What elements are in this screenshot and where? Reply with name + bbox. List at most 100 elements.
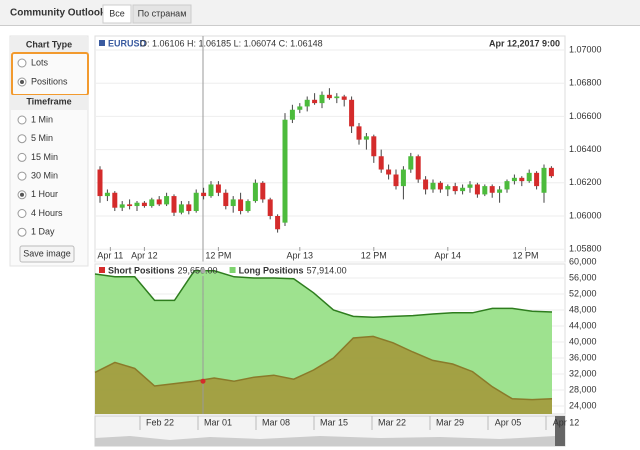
candle-body bbox=[534, 172, 540, 187]
navigator-label: Mar 22 bbox=[378, 417, 406, 427]
candle-body bbox=[497, 189, 503, 193]
candle-body bbox=[489, 186, 495, 193]
candle-body bbox=[141, 202, 147, 207]
navigator-label: Mar 01 bbox=[204, 417, 232, 427]
candle-body bbox=[312, 99, 318, 104]
candle-body bbox=[467, 184, 473, 188]
candle-body bbox=[275, 216, 281, 230]
y-tick-label: 40,000 bbox=[569, 336, 597, 346]
candle-body bbox=[149, 199, 155, 207]
radio[interactable] bbox=[17, 58, 27, 68]
tab-label: Все bbox=[109, 8, 125, 18]
candle-body bbox=[208, 184, 214, 197]
candle-body bbox=[541, 167, 547, 193]
legend-value: 29,656.00 bbox=[178, 265, 218, 275]
candle-body bbox=[282, 119, 288, 223]
candle-body bbox=[430, 182, 436, 190]
radio[interactable] bbox=[17, 209, 27, 218]
navigator-label: Apr 12 bbox=[553, 417, 580, 427]
candle-body bbox=[437, 182, 443, 190]
candle-body bbox=[304, 99, 310, 107]
radio-label: 4 Hours bbox=[31, 208, 63, 218]
radio-label: Lots bbox=[31, 57, 49, 67]
price-panel bbox=[94, 35, 566, 263]
candle-body bbox=[156, 199, 162, 205]
y-tick-label: 1.07000 bbox=[569, 44, 602, 54]
radio[interactable] bbox=[17, 171, 27, 181]
candle-body bbox=[423, 179, 429, 190]
x-tick-label: 12 PM bbox=[205, 250, 231, 260]
candle-body bbox=[341, 96, 347, 100]
radio-label: 15 Min bbox=[31, 152, 58, 162]
section-header bbox=[10, 95, 88, 110]
radio-label: 5 Min bbox=[31, 133, 53, 143]
legend-swatch bbox=[229, 267, 236, 273]
tab[interactable] bbox=[102, 4, 132, 24]
y-tick-label: 44,000 bbox=[569, 320, 597, 330]
radio-label: 1 Day bbox=[31, 227, 55, 237]
y-tick-label: 52,000 bbox=[569, 288, 597, 298]
candle-body bbox=[334, 96, 340, 99]
candle-body bbox=[289, 109, 295, 120]
radio[interactable] bbox=[17, 152, 27, 162]
y-tick-label: 1.05800 bbox=[569, 244, 602, 254]
navigator-shade bbox=[95, 436, 555, 446]
x-tick-label: Apr 11 bbox=[97, 250, 123, 260]
navigator-label: Feb 22 bbox=[146, 417, 174, 427]
navigator-handle[interactable] bbox=[555, 416, 565, 446]
candle-body bbox=[511, 177, 517, 182]
radio-dot bbox=[20, 80, 24, 84]
y-tick-label: 48,000 bbox=[569, 304, 597, 314]
candle-body bbox=[319, 94, 325, 104]
candle-body bbox=[171, 196, 177, 213]
y-tick-label: 24,000 bbox=[569, 400, 597, 410]
ohlc-readout: O: 1.06106 H: 1.06185 L: 1.06074 C: 1.06… bbox=[140, 38, 323, 48]
radio[interactable] bbox=[17, 115, 27, 125]
legend-name: Long Positions bbox=[239, 265, 304, 275]
button[interactable] bbox=[19, 245, 75, 263]
radio-dot bbox=[20, 192, 24, 197]
y-tick-label: 1.06200 bbox=[569, 177, 602, 187]
y-tick-label: 60,000 bbox=[569, 256, 597, 266]
radio-label: 1 Min bbox=[31, 114, 53, 124]
sidebar bbox=[9, 35, 89, 267]
candle-body bbox=[356, 126, 362, 140]
x-tick-label: 12 PM bbox=[512, 250, 538, 260]
cursor-dot bbox=[200, 378, 206, 384]
y-tick-label: 1.06600 bbox=[569, 111, 602, 121]
candle-body bbox=[97, 169, 103, 197]
candle-body bbox=[260, 182, 266, 200]
candle-body bbox=[201, 192, 207, 197]
candle-body bbox=[193, 192, 199, 212]
candle-body bbox=[245, 201, 251, 212]
tab[interactable] bbox=[132, 4, 192, 24]
candle-body bbox=[186, 204, 192, 212]
area-line bbox=[94, 335, 553, 401]
candle-body bbox=[127, 204, 133, 207]
legend-name: Short Positions bbox=[108, 265, 175, 275]
y-tick-label: 56,000 bbox=[569, 272, 597, 282]
candle-body bbox=[119, 204, 125, 208]
y-tick-label: 28,000 bbox=[569, 384, 597, 394]
x-tick-label: Apr 12 bbox=[131, 250, 158, 260]
y-tick-label: 1.06800 bbox=[569, 78, 602, 88]
button-label: Save image bbox=[23, 248, 71, 258]
candle-body bbox=[482, 186, 488, 195]
candle-body bbox=[178, 204, 184, 213]
symbol: EURUSD bbox=[108, 38, 147, 48]
section-title: Timeframe bbox=[26, 96, 71, 106]
tab-label: По странам bbox=[138, 8, 187, 18]
navigator-label: Mar 15 bbox=[320, 417, 348, 427]
x-tick-label: Apr 13 bbox=[287, 250, 314, 260]
candle-body bbox=[371, 136, 377, 157]
y-tick-label: 32,000 bbox=[569, 368, 597, 378]
candle-body bbox=[363, 136, 369, 140]
candle-body bbox=[223, 192, 229, 207]
candle-body bbox=[393, 174, 399, 187]
candle-body bbox=[134, 202, 140, 207]
radio[interactable] bbox=[17, 134, 27, 144]
radio[interactable] bbox=[17, 227, 27, 237]
y-tick-label: 1.06000 bbox=[569, 210, 602, 220]
candle-body bbox=[326, 94, 332, 99]
